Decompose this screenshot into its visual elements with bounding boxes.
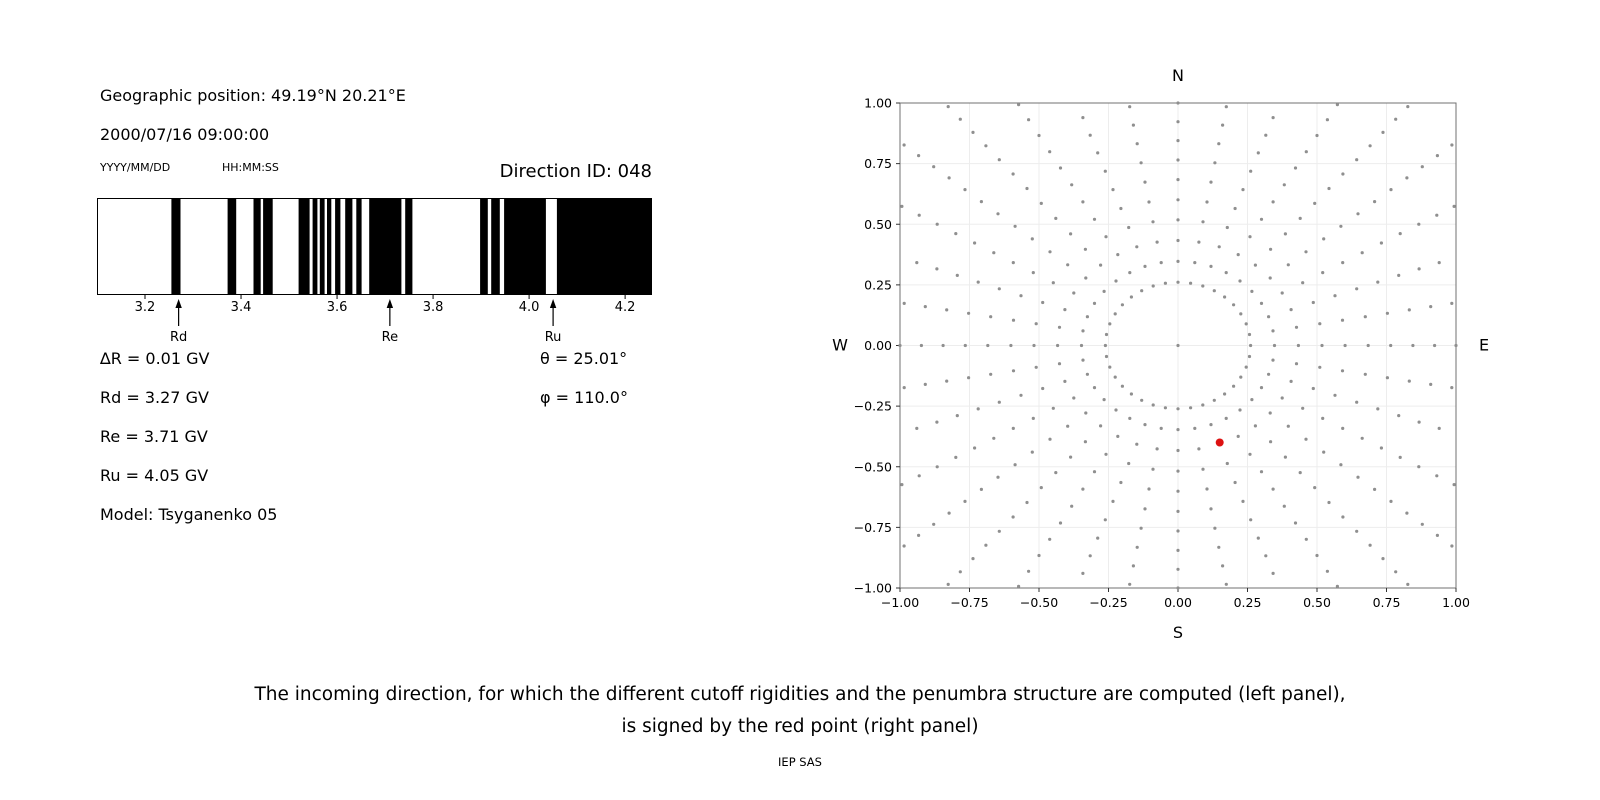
svg-text:Re: Re xyxy=(382,330,398,345)
svg-text:0.25: 0.25 xyxy=(1234,595,1262,610)
svg-text:0.00: 0.00 xyxy=(864,338,892,353)
re-value: Re = 3.71 GV xyxy=(100,427,208,446)
red-point xyxy=(1215,438,1224,447)
datetime-text: 2000/07/16 09:00:00 xyxy=(100,125,270,144)
svg-text:0.75: 0.75 xyxy=(1373,595,1401,610)
svg-text:−0.50: −0.50 xyxy=(854,459,892,474)
svg-text:3.2: 3.2 xyxy=(135,300,156,315)
theta-value: θ = 25.01° xyxy=(540,349,628,368)
footer-credit: IEP SAS xyxy=(778,755,822,769)
svg-text:0.25: 0.25 xyxy=(864,277,892,292)
time-format-label: HH:MM:SS xyxy=(222,161,279,174)
svg-text:3.8: 3.8 xyxy=(423,300,444,315)
svg-text:Ru: Ru xyxy=(545,330,562,345)
penumbra-rigidity-markers: Rd Re Ru xyxy=(170,299,561,345)
direction-scatter-chart: −1.00 −0.75 −0.50 −0.25 0.00 0.25 0.50 0.75 1.00… xyxy=(832,66,1489,642)
compass-west-label: W xyxy=(832,336,848,355)
svg-text:1.00: 1.00 xyxy=(864,96,892,111)
svg-text:−0.75: −0.75 xyxy=(950,595,988,610)
svg-text:−0.25: −0.25 xyxy=(854,399,892,414)
model-label: Model: Tsyganenko 05 xyxy=(100,505,278,524)
caption-line-1: The incoming direction, for which the di… xyxy=(254,684,1346,705)
direction-grid-dots xyxy=(898,101,1458,590)
svg-text:1.00: 1.00 xyxy=(1442,595,1470,610)
rd-value: Rd = 3.27 GV xyxy=(100,388,209,407)
svg-text:3.6: 3.6 xyxy=(327,300,348,315)
svg-text:−0.25: −0.25 xyxy=(1089,595,1127,610)
compass-east-label: E xyxy=(1479,336,1489,355)
penumbra-barcode-chart: 3.2 3.4 3.6 3.8 4.0 4.2 Rd Re Ru xyxy=(97,198,652,345)
compass-north-label: N xyxy=(1172,66,1184,85)
date-format-label: YYYY/MM/DD xyxy=(100,161,171,174)
delta-r-value: ∆R = 0.01 GV xyxy=(100,349,210,368)
penumbra-x-axis: 3.2 3.4 3.6 3.8 4.0 4.2 xyxy=(135,295,636,315)
y-axis-ticks: −1.00 −0.75 −0.50 −0.25 0.00 0.25 0.50 0.75 1.00 xyxy=(854,96,900,596)
x-axis-ticks: −1.00 −0.75 −0.50 −0.25 0.00 0.25 0.50 0.75 1.00 xyxy=(881,588,1470,610)
penumbra-bands xyxy=(171,199,652,294)
svg-text:0.75: 0.75 xyxy=(864,156,892,171)
phi-value: φ = 110.0° xyxy=(540,388,628,407)
svg-text:−1.00: −1.00 xyxy=(881,595,919,610)
compass-south-label: S xyxy=(1173,623,1183,642)
angle-params: θ = 25.01° φ = 110.0° xyxy=(540,349,628,427)
svg-text:3.4: 3.4 xyxy=(231,300,252,315)
geo-position-text: Geographic position: 49.19°N 20.21°E xyxy=(100,86,406,105)
rigidity-params: ∆R = 0.01 GV Rd = 3.27 GV Re = 3.71 GV R… xyxy=(100,349,277,544)
svg-text:−1.00: −1.00 xyxy=(854,581,892,596)
svg-text:4.0: 4.0 xyxy=(519,300,540,315)
svg-text:0.00: 0.00 xyxy=(1164,595,1192,610)
svg-text:−0.75: −0.75 xyxy=(854,520,892,535)
svg-text:Rd: Rd xyxy=(170,330,187,345)
svg-text:4.2: 4.2 xyxy=(615,300,636,315)
svg-text:0.50: 0.50 xyxy=(1303,595,1331,610)
ru-value: Ru = 4.05 GV xyxy=(100,466,209,485)
svg-text:0.50: 0.50 xyxy=(864,217,892,232)
svg-text:−0.50: −0.50 xyxy=(1020,595,1058,610)
direction-id-title: Direction ID: 048 xyxy=(499,161,652,182)
caption-line-2: is signed by the red point (right panel) xyxy=(621,716,979,737)
